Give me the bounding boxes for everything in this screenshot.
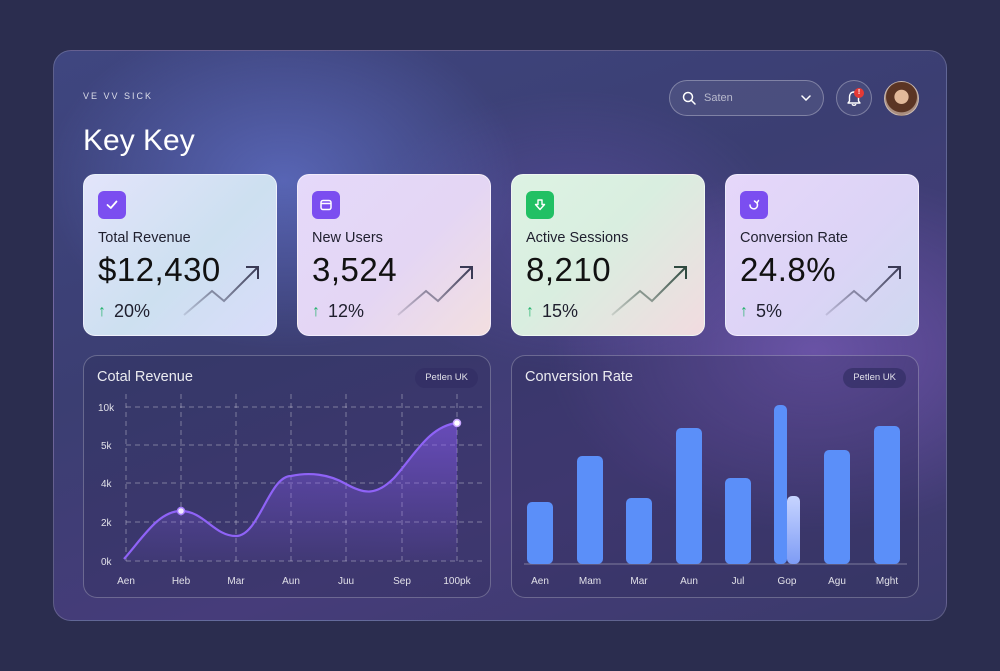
chevron-down-icon[interactable]	[801, 95, 811, 101]
x-tick: Jul	[732, 576, 745, 587]
kpi-card-total-revenue[interactable]: Total Revenue $12,430 ↑ 20%	[83, 174, 277, 336]
kpi-label: Conversion Rate	[740, 230, 848, 246]
kpi-delta: ↑ 15%	[526, 301, 578, 322]
region-filter-button[interactable]: Petlen UK	[415, 368, 478, 388]
revenue-line-chart: 10k 5k 4k 2k 0k Aen Heb Mar Aun Juu Sep …	[98, 394, 482, 587]
x-tick: Gop	[778, 576, 797, 587]
search-placeholder: Saten	[704, 92, 733, 104]
window-icon	[312, 191, 340, 219]
kpi-delta-value: 20%	[114, 301, 151, 321]
dashboard-window: VE VV SICK Key Key Saten ! Total Revenue…	[53, 50, 947, 621]
y-tick: 10k	[98, 403, 115, 414]
x-tick: Aun	[680, 576, 698, 587]
download-arrow-icon	[526, 191, 554, 219]
x-tick: Sep	[393, 576, 411, 587]
conversion-bar-chart: Aen Mam Mar Aun Jul Gop Agu Mght	[524, 405, 907, 587]
kpi-card-active-sessions[interactable]: Active Sessions 8,210 ↑ 15%	[511, 174, 705, 336]
region-filter-button[interactable]: Petlen UK	[843, 368, 906, 388]
bar[interactable]	[676, 428, 702, 564]
x-tick: Mar	[630, 576, 648, 587]
panel-title: Conversion Rate	[525, 369, 633, 385]
x-tick: Aun	[282, 576, 300, 587]
arrow-up-icon: ↑	[312, 302, 320, 320]
kpi-label: Total Revenue	[98, 230, 191, 246]
kpi-value: 24.8%	[740, 251, 837, 288]
x-tick: Mar	[227, 576, 245, 587]
y-tick: 4k	[101, 479, 113, 490]
trend-up-icon	[397, 266, 473, 316]
conversion-chart-panel: Conversion Rate Petlen UK	[511, 355, 919, 598]
x-tick: Juu	[338, 576, 354, 587]
bar[interactable]	[527, 502, 553, 564]
check-icon	[98, 191, 126, 219]
x-tick: Heb	[172, 576, 191, 587]
x-tick: 100pk	[443, 576, 471, 587]
arrow-up-icon: ↑	[98, 302, 106, 320]
notification-badge: !	[854, 88, 864, 98]
page-title: Key Key	[83, 124, 195, 157]
kpi-delta-value: 12%	[328, 301, 365, 321]
y-tick: 5k	[101, 441, 113, 452]
kpi-card-new-users[interactable]: New Users 3,524 ↑ 12%	[297, 174, 491, 336]
x-tick: Mam	[579, 576, 601, 587]
arrow-up-icon: ↑	[526, 302, 534, 320]
bar[interactable]	[874, 426, 900, 564]
brand-label: VE VV SICK	[83, 91, 154, 101]
revenue-chart-panel: Cotal Revenue Petlen UK	[83, 355, 491, 598]
kpi-label: Active Sessions	[526, 230, 629, 246]
kpi-value: 8,210	[526, 251, 612, 288]
kpi-delta-value: 15%	[542, 301, 579, 321]
x-tick: Aen	[117, 576, 135, 587]
kpi-delta: ↑ 12%	[312, 301, 364, 322]
x-tick: Aen	[531, 576, 549, 587]
avatar[interactable]	[884, 81, 919, 116]
x-tick: Mght	[876, 576, 898, 587]
kpi-value: $12,430	[98, 251, 221, 288]
trend-up-icon	[825, 266, 901, 316]
bar[interactable]	[577, 456, 603, 564]
kpi-value: 3,524	[312, 251, 398, 288]
trend-up-icon	[183, 266, 259, 316]
trend-up-icon	[611, 266, 687, 316]
panel-title: Cotal Revenue	[97, 369, 193, 385]
search-input[interactable]: Saten	[669, 80, 824, 116]
bar[interactable]	[824, 450, 850, 564]
kpi-delta-value: 5%	[756, 301, 783, 321]
y-tick: 2k	[101, 518, 113, 529]
kpi-delta: ↑ 20%	[98, 301, 150, 322]
arrow-up-icon: ↑	[740, 302, 748, 320]
kpi-delta: ↑ 5%	[740, 301, 782, 322]
bar[interactable]	[626, 498, 652, 564]
kpi-label: New Users	[312, 230, 383, 246]
bar-secondary[interactable]	[787, 496, 800, 564]
kpi-card-conversion-rate[interactable]: Conversion Rate 24.8% ↑ 5%	[725, 174, 919, 336]
refresh-icon	[740, 191, 768, 219]
search-icon	[682, 91, 696, 105]
bar[interactable]	[774, 405, 787, 564]
bar[interactable]	[725, 478, 751, 564]
x-tick: Agu	[828, 576, 846, 587]
y-tick: 0k	[101, 557, 113, 568]
notifications-button[interactable]: !	[836, 80, 872, 116]
